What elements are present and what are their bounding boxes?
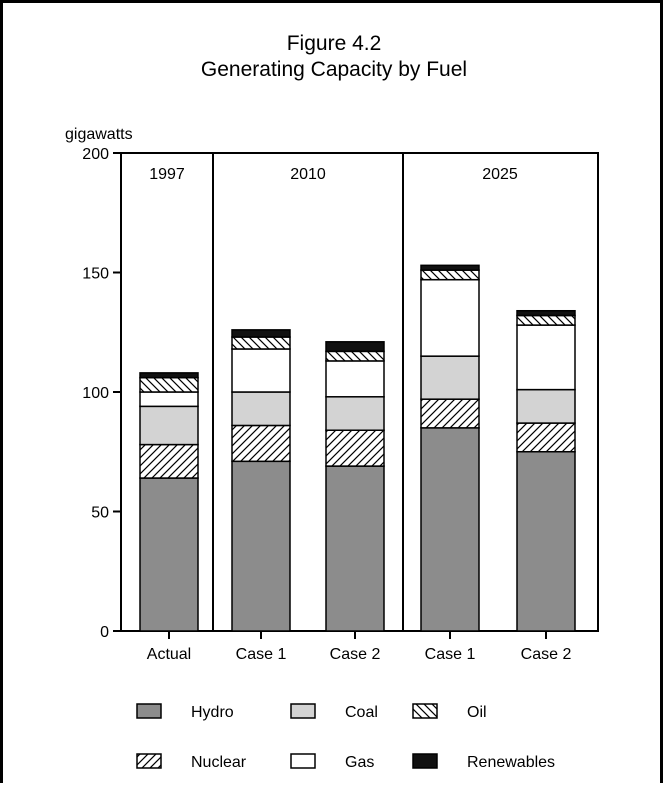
x-tick-label: Case 1 [425,646,476,663]
bar-segment-hydro [139,477,199,632]
chart: Figure 4.2 Generating Capacity by Fuel gig… [65,32,599,771]
bar-segment-oil [420,269,480,281]
bar-segment-coal [139,405,199,446]
bar-segment-nuclear [231,424,291,463]
bar-segment-oil [231,336,291,350]
legend-swatch-oil [412,703,438,719]
bar-segment-oil [139,376,199,393]
bar-segment-renewables [231,329,291,338]
bar-segment-gas [516,324,576,391]
bar-segment-nuclear [516,422,576,453]
chart-subtitle: Generating Capacity by Fuel [201,58,467,81]
bar-segment-renewables [516,309,576,317]
y-axis-label: gigawatts [65,126,133,143]
bar-segment-nuclear [325,429,385,467]
legend-swatch-gas [290,753,316,769]
legend-swatch-coal [290,703,316,719]
bar-segment-renewables [420,264,480,271]
bar-segment-coal [325,396,385,431]
bar-segment-coal [516,388,576,424]
legend-label-gas: Gas [345,754,374,771]
bar-segment-gas [325,360,385,398]
y-tick-label: 50 [91,505,109,522]
legend-swatch-renewables [412,753,438,769]
legend-swatch-hydro [136,703,162,719]
x-tick-label: Case 2 [330,646,381,663]
period-label: 2010 [290,166,326,183]
bar-segment-nuclear [420,398,480,429]
x-tick-label: Case 1 [236,646,287,663]
bar-segment-coal [231,391,291,427]
period-label: 2025 [482,166,518,183]
bar-segment-hydro [325,465,385,632]
bar-segment-gas [139,391,199,408]
legend-label-renewables: Renewables [467,754,555,771]
x-tick-label: Case 2 [521,646,572,663]
bar-segment-gas [231,348,291,393]
bar-segment-oil [516,314,576,326]
bar-segment-hydro [231,460,291,632]
legend-label-hydro: Hydro [191,704,234,721]
bar-segment-hydro [420,427,480,632]
legend-label-nuclear: Nuclear [191,754,247,771]
bar-segment-renewables [325,341,385,353]
legend-label-oil: Oil [467,704,487,721]
y-tick-label: 200 [82,146,109,163]
bar-segment-hydro [516,451,576,632]
chart-title: Figure 4.2 [287,32,382,55]
bar-segment-gas [420,278,480,357]
bar-segment-coal [420,355,480,400]
bar-segment-nuclear [139,443,199,479]
bar-segment-oil [325,350,385,362]
x-tick-label: Actual [147,646,191,663]
y-tick-label: 0 [100,624,109,641]
period-label: 1997 [149,166,185,183]
legend-label-coal: Coal [345,704,378,721]
y-tick-label: 150 [82,266,109,283]
legend-swatch-nuclear [136,753,162,769]
bar-segment-renewables [139,372,199,379]
y-tick-label: 100 [82,385,109,402]
